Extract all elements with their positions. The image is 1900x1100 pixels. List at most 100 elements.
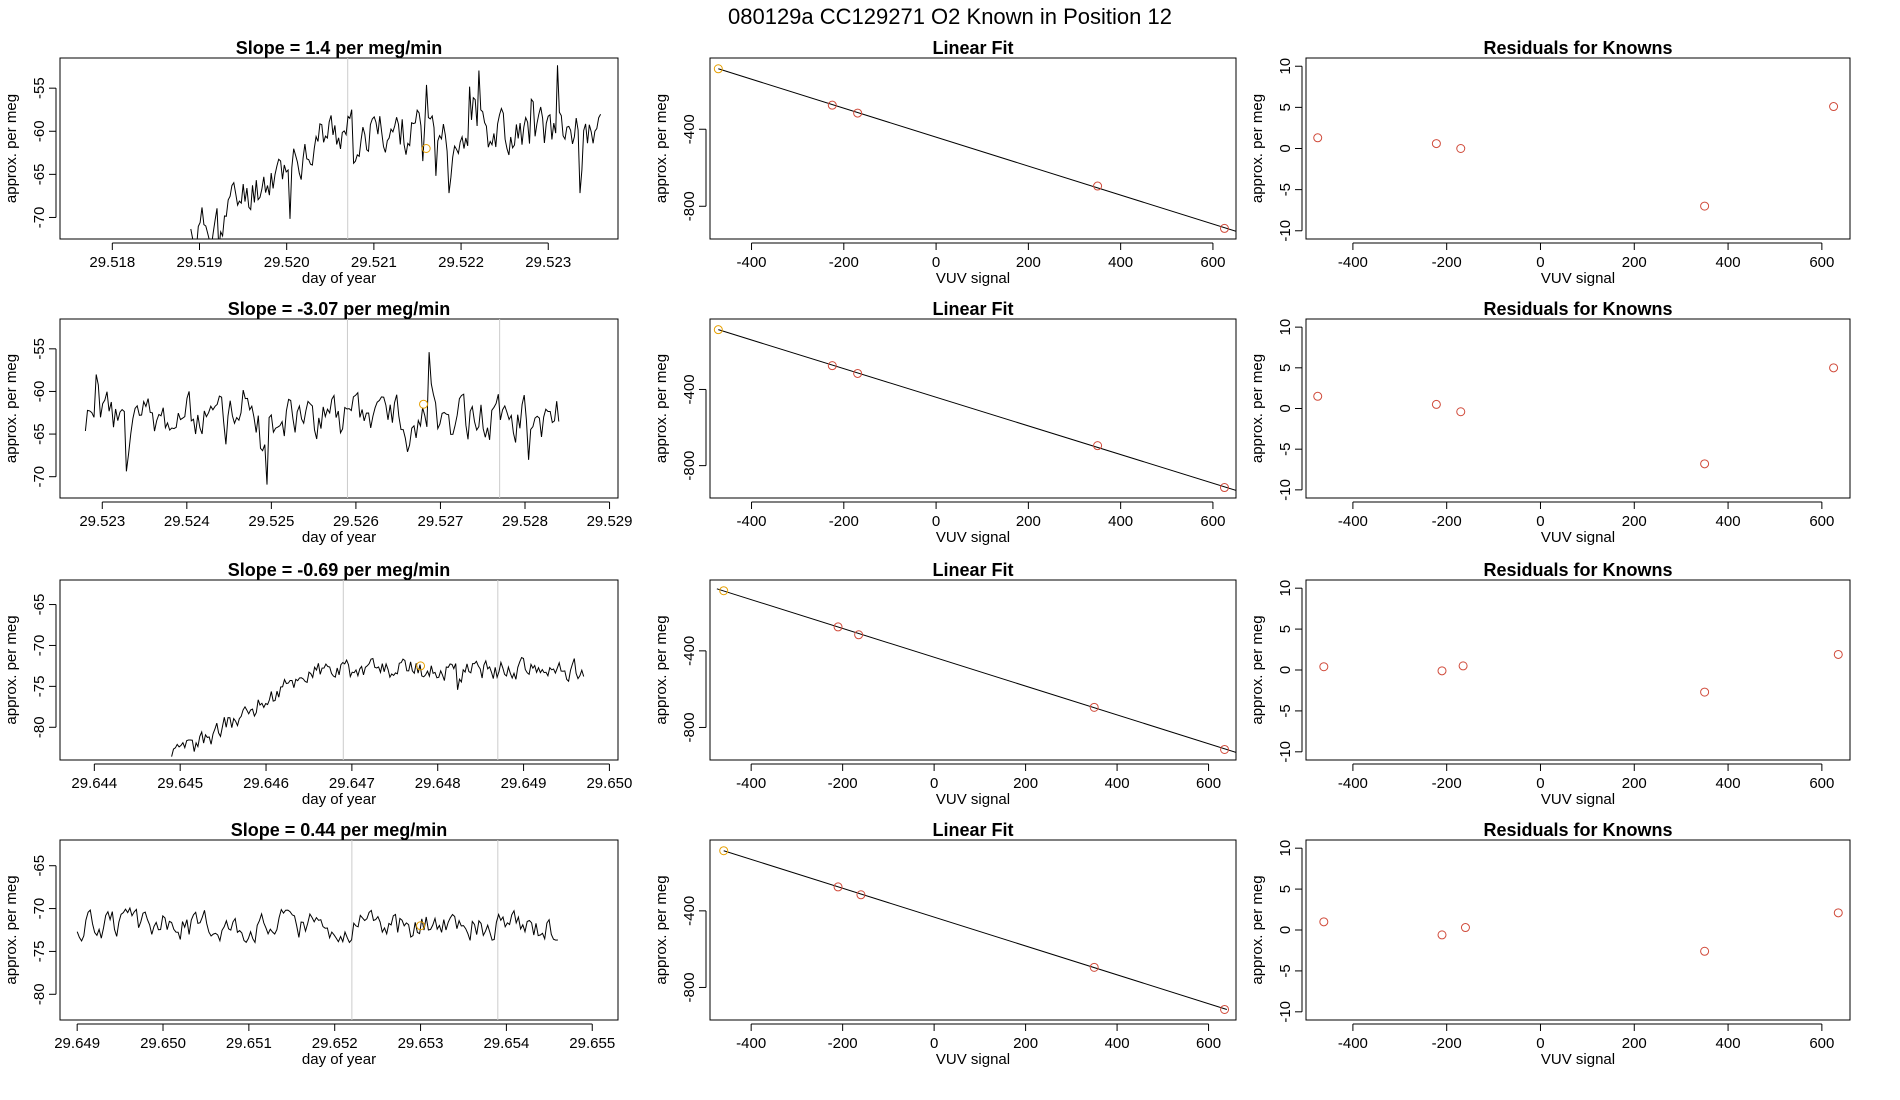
x-tick-label: 29.529 [587,513,633,530]
x-tick-label: -400 [737,254,767,271]
x-tick-label: 400 [1105,1035,1130,1052]
data-point [719,586,729,596]
y-tick-label: -10 [1277,741,1294,763]
series-trace [190,65,602,239]
y-tick-label: 5 [1277,885,1294,893]
data-point [827,100,837,110]
panel-3-1: Linear Fit -400 -200 0 200 400 600 VUV signal -8… [653,820,1237,1068]
data-point [854,630,864,640]
x-tick-label: 400 [1108,513,1133,530]
y-tick-label: 5 [1277,364,1294,372]
y-tick-label: -80 [31,716,48,738]
y-tick-label: 5 [1277,103,1294,111]
x-tick-label: 29.653 [398,1035,444,1052]
fit-line [718,68,1236,232]
x-axis-label: VUV signal [1541,529,1615,546]
x-tick-label: 29.521 [351,254,397,271]
panel-2-1: Linear Fit -400 -200 0 200 400 600 VUV signal -8… [653,560,1237,808]
x-tick-label: 29.522 [438,254,484,271]
panel-title: Linear Fit [932,299,1013,319]
panel-title: Slope = 1.4 per meg/min [236,38,443,58]
y-axis-label: approx. per meg [3,875,20,984]
y-tick-label: -5 [1277,704,1294,717]
plot-frame [709,57,1237,240]
data-point [1313,133,1323,143]
x-tick-label: 29.644 [71,775,117,792]
series-trace [84,352,560,485]
y-tick-label: -400 [681,636,698,666]
data-point [1089,702,1099,712]
x-tick-label: -200 [1432,775,1462,792]
x-tick-label: 29.649 [501,775,547,792]
y-tick-label: -10 [1277,479,1294,501]
x-tick-label: 29.647 [329,775,375,792]
x-tick-label: 0 [1536,513,1544,530]
data-point [1700,946,1710,956]
x-tick-label: 0 [930,775,938,792]
y-tick-label: -800 [681,451,698,481]
data-point [1437,930,1447,940]
plot-area [716,586,1236,754]
series-trace [76,906,558,944]
data-point [853,368,863,378]
x-tick-label: 29.651 [226,1035,272,1052]
panel-1-1: Linear Fit -400 -200 0 200 400 600 VUV signal -8… [653,299,1237,546]
data-point [1319,917,1329,927]
data-point [856,890,866,900]
panel-title: Linear Fit [932,560,1013,580]
y-axis-label: approx. per meg [1249,875,1266,984]
known-marker [419,399,429,409]
y-axis-label: approx. per meg [1249,94,1266,203]
y-tick-label: -400 [681,374,698,404]
plot-area [1319,908,1843,956]
known-marker [416,661,426,671]
y-tick-label: -65 [31,423,48,445]
x-tick-label: -400 [1338,1035,1368,1052]
data-point [833,622,843,632]
x-axis-label: day of year [302,791,376,808]
fit-line [718,329,1236,491]
panel-3-2: Residuals for Knowns -400 -200 0 200 400 600 VU… [1249,820,1851,1068]
data-point [1431,139,1441,149]
data-point [1089,962,1099,972]
plot-area [1319,649,1843,697]
data-point [1093,181,1103,191]
plot-area [190,58,602,239]
y-tick-label: -800 [681,712,698,742]
plot-area [171,580,585,760]
y-tick-label: -400 [681,114,698,144]
x-tick-label: 29.650 [140,1035,186,1052]
panel-title: Slope = -0.69 per meg/min [228,560,451,580]
y-axis-label: approx. per meg [653,94,670,203]
data-point [1313,391,1323,401]
x-tick-label: -400 [736,1035,766,1052]
y-tick-label: -800 [681,191,698,221]
x-tick-label: 600 [1200,254,1225,271]
x-tick-label: 400 [1108,254,1133,271]
data-point [1431,399,1441,409]
plot-area [719,846,1230,1014]
x-tick-label: 29.520 [264,254,310,271]
known-marker [416,921,426,931]
x-tick-label: -200 [828,775,858,792]
x-tick-label: -400 [1338,513,1368,530]
x-tick-label: -200 [829,513,859,530]
y-tick-label: 10 [1277,319,1294,336]
plot-frame [1305,839,1851,1021]
x-tick-label: 29.518 [89,254,135,271]
y-tick-label: 10 [1277,840,1294,857]
x-tick-label: 600 [1196,775,1221,792]
data-point [1456,407,1466,417]
data-point [713,325,723,335]
y-tick-label: -5 [1277,183,1294,196]
y-tick-label: -5 [1277,443,1294,456]
x-tick-label: 600 [1809,513,1834,530]
plot-frame [59,318,619,499]
x-tick-label: -400 [737,513,767,530]
y-tick-label: 5 [1277,625,1294,633]
panel-1-0: Slope = -3.07 per meg/min 29.523 29.524 29.… [3,299,632,546]
x-tick-label: -200 [828,1035,858,1052]
data-point [1219,483,1229,493]
y-tick-label: -65 [31,594,48,616]
data-point [1456,144,1466,153]
